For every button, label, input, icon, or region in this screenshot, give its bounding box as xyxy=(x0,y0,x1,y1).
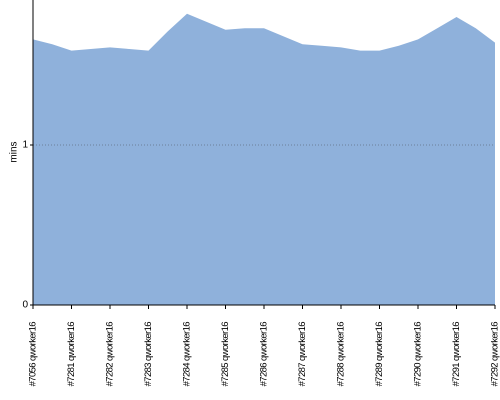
x-tick-label: #7284 qworker16 xyxy=(182,322,193,387)
y-tick-label: 1 xyxy=(22,140,28,151)
x-tick-label: #7292 qworker16 xyxy=(490,322,500,387)
x-tick-label: #7282 qworker16 xyxy=(105,322,116,387)
x-tick-label: #7288 qworker16 xyxy=(336,322,347,387)
x-tick-label: #7290 qworker16 xyxy=(413,322,424,387)
area xyxy=(33,13,495,306)
x-tick-label: #7286 qworker16 xyxy=(259,322,270,387)
x-tick-label: #7281 qworker16 xyxy=(66,322,77,387)
x-tick-label: #7289 qworker16 xyxy=(374,322,385,387)
x-tick-label: #7291 qworker16 xyxy=(451,322,462,387)
x-tick-label: #7285 qworker16 xyxy=(220,322,231,387)
x-tick-label: #7283 qworker16 xyxy=(143,322,154,387)
x-tick-label: #7056 qworker16 xyxy=(28,322,39,387)
x-tick-label: #7287 qworker16 xyxy=(297,322,308,387)
y-tick-label: 0 xyxy=(22,300,28,311)
y-axis-label: mins xyxy=(9,141,20,162)
